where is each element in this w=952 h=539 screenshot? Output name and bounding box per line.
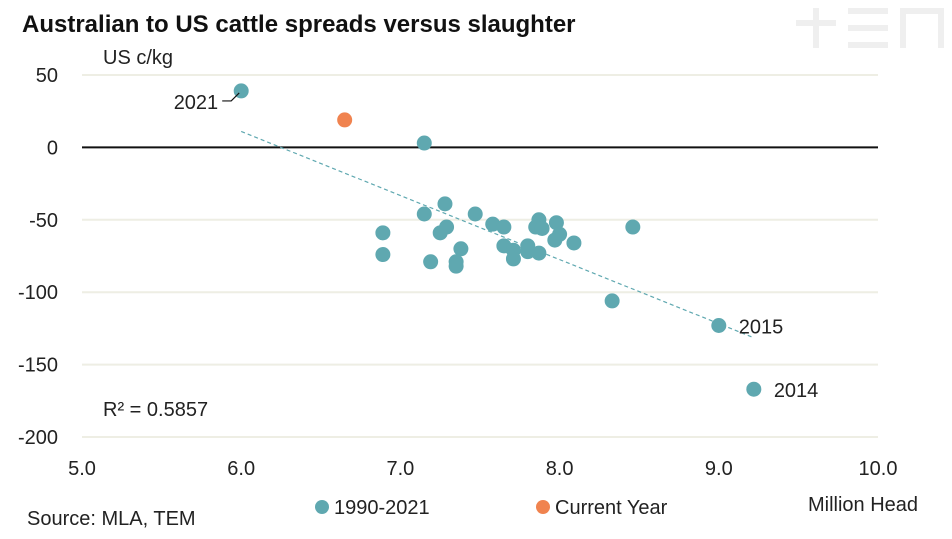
x-tick-label: 6.0 — [227, 458, 255, 480]
point-label-2021: 2021 — [174, 92, 219, 114]
data-point-historic — [423, 254, 439, 270]
y-axis-ticks: 50 0 -50 -100 -150 -200 — [18, 65, 58, 449]
y-tick-label: 0 — [47, 137, 58, 159]
y-tick-label: -50 — [29, 210, 58, 232]
x-tick-label: 10.0 — [859, 458, 898, 480]
r-squared-label: R² = 0.5857 — [103, 399, 208, 421]
x-tick-label: 9.0 — [705, 458, 733, 480]
data-point-historic — [547, 232, 563, 248]
data-points — [233, 83, 762, 397]
data-point-historic — [416, 206, 432, 222]
data-point-historic — [746, 381, 762, 397]
point-label-2014: 2014 — [774, 380, 819, 402]
data-point-historic — [520, 238, 536, 254]
y-axis-label: US c/kg — [103, 47, 173, 69]
data-point-historic — [467, 206, 483, 222]
tem-logo-watermark — [796, 8, 944, 48]
data-point-historic — [534, 220, 550, 236]
data-point-historic — [375, 247, 391, 263]
data-point-historic — [439, 219, 455, 235]
y-tick-label: -200 — [18, 427, 58, 449]
x-tick-label: 8.0 — [546, 458, 574, 480]
data-point-historic — [453, 241, 469, 257]
legend-label-current-year: Current Year — [555, 497, 668, 519]
data-point-historic — [505, 251, 521, 267]
data-point-historic — [531, 245, 547, 261]
legend-marker-1990-2021 — [315, 500, 329, 514]
point-labels: 2021 2015 2014 — [174, 92, 819, 402]
data-point-historic — [416, 135, 432, 151]
leader-line — [222, 92, 240, 102]
legend-marker-current-year — [536, 500, 550, 514]
data-point-historic — [375, 225, 391, 241]
data-point-historic — [625, 219, 641, 235]
chart-title: Australian to US cattle spreads versus s… — [22, 11, 576, 38]
x-tick-label: 7.0 — [386, 458, 414, 480]
y-tick-label: 50 — [36, 65, 58, 87]
point-label-2015: 2015 — [739, 317, 784, 339]
data-point-historic — [448, 258, 464, 274]
legend-label-1990-2021: 1990-2021 — [334, 497, 430, 519]
data-point-historic — [548, 215, 564, 231]
x-axis-ticks: 5.0 6.0 7.0 8.0 9.0 10.0 — [68, 458, 897, 480]
data-point-historic — [604, 293, 620, 309]
y-tick-label: -100 — [18, 282, 58, 304]
data-point-current-year — [337, 112, 353, 128]
source-note: Source: MLA, TEM — [27, 508, 196, 530]
y-tick-label: -150 — [18, 355, 58, 377]
trendline — [240, 130, 753, 338]
data-point-historic — [496, 219, 512, 235]
data-point-historic — [437, 196, 453, 212]
x-axis-label: Million Head — [808, 494, 918, 516]
legend: 1990-2021 Current Year — [315, 497, 668, 519]
x-tick-label: 5.0 — [68, 458, 96, 480]
data-point-historic — [711, 318, 727, 334]
data-point-historic — [566, 235, 582, 251]
gridlines — [82, 74, 878, 438]
